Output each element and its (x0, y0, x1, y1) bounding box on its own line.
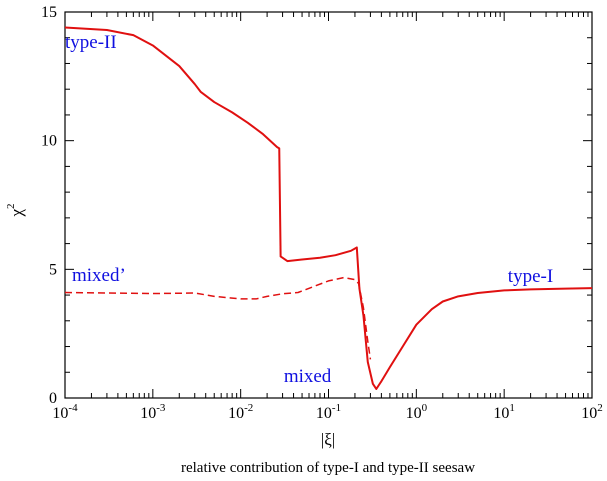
x-tick-label: 101 (493, 402, 514, 422)
y-axis-label: χ2 (5, 203, 26, 217)
x-tick-label: 10-3 (140, 402, 166, 422)
y-axis-label-sup: 2 (5, 203, 17, 209)
x-tick-label: 10-2 (228, 402, 253, 422)
annotation-label: type-I (508, 266, 553, 287)
series-line-dashed (64, 276, 372, 360)
annotations: type-II mixed’ mixed type-I (65, 32, 553, 387)
annotation-label: mixed (284, 366, 332, 387)
x-tick-label: 10-4 (52, 402, 78, 422)
x-tick-exp: -2 (244, 402, 253, 414)
x-tick-exp: -1 (332, 402, 341, 414)
y-tick-label: 5 (49, 261, 57, 278)
x-tick-base: 10 (52, 405, 68, 422)
x-tick-label: 10-1 (316, 402, 341, 422)
series-layer (64, 26, 593, 390)
x-tick-base: 10 (406, 405, 422, 422)
x-tick-label: 102 (581, 402, 603, 422)
x-axis-label: |ξ| (321, 430, 335, 449)
annotation-label: type-II (65, 32, 117, 53)
x-tick-exp: 1 (509, 402, 514, 414)
series-line-solid (64, 26, 593, 390)
y-tick-label: 15 (41, 4, 57, 21)
annotation-label: mixed’ (72, 265, 126, 286)
chart-caption: relative contribution of type-I and type… (181, 460, 475, 476)
x-tick-exp: 0 (422, 402, 428, 414)
y-tick-label: 0 (49, 390, 57, 407)
y-tick-label: 10 (41, 133, 57, 150)
x-tick-exp: -3 (156, 402, 166, 414)
x-tick-exp: -4 (68, 402, 78, 414)
x-tick-base: 10 (581, 405, 597, 422)
x-tick-base: 10 (316, 405, 332, 422)
axis-ticks (64, 11, 593, 399)
y-axis-label-base: χ (7, 209, 26, 218)
x-tick-label: 100 (406, 402, 428, 422)
x-tick-base: 10 (140, 405, 156, 422)
x-tick-base: 10 (493, 405, 509, 422)
x-tick-exp: 2 (597, 402, 603, 414)
plot-frame (64, 11, 593, 399)
x-tick-base: 10 (228, 405, 244, 422)
